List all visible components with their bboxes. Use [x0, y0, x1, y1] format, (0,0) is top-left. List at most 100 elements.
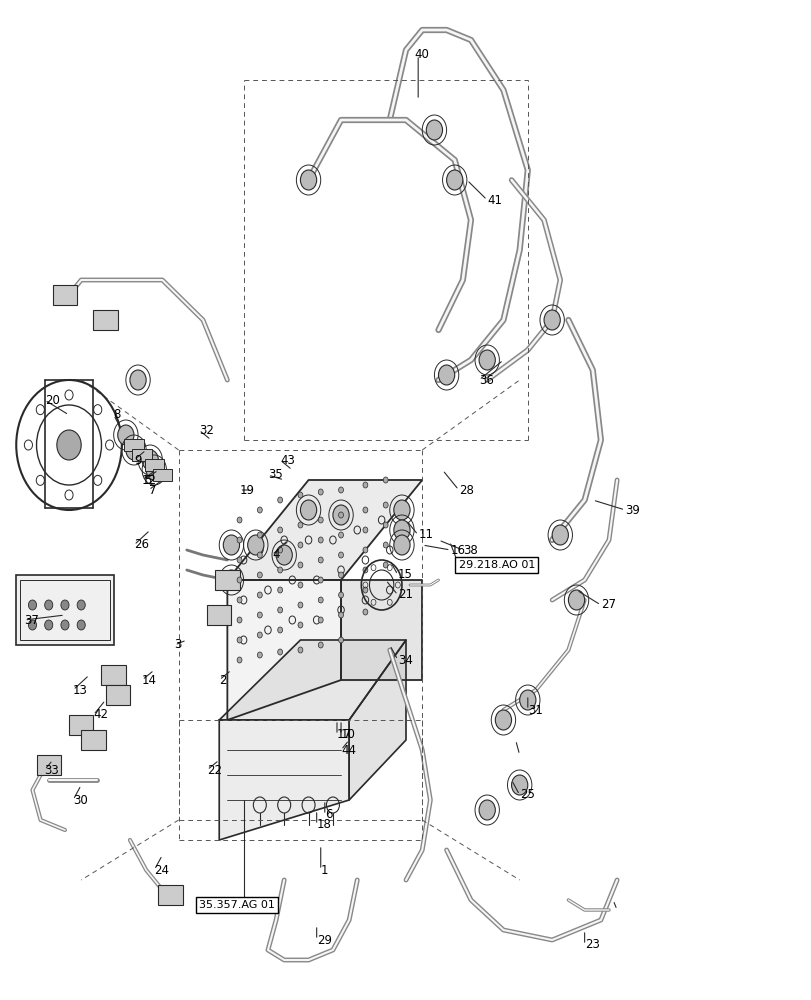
Bar — [36, 755, 61, 775]
Circle shape — [495, 710, 511, 730]
Circle shape — [338, 572, 343, 578]
Circle shape — [318, 557, 323, 563]
Circle shape — [257, 652, 262, 658]
Text: 24: 24 — [154, 863, 169, 876]
Circle shape — [383, 522, 388, 528]
Circle shape — [257, 612, 262, 618]
Circle shape — [318, 517, 323, 523]
Circle shape — [318, 577, 323, 583]
Text: 38: 38 — [462, 544, 477, 556]
Circle shape — [338, 612, 343, 618]
Circle shape — [383, 502, 388, 508]
Text: 29.218.AO 01: 29.218.AO 01 — [458, 560, 534, 570]
Circle shape — [318, 489, 323, 495]
Text: 35: 35 — [268, 468, 282, 482]
Polygon shape — [219, 640, 406, 720]
Text: 34: 34 — [397, 654, 412, 666]
Circle shape — [383, 477, 388, 483]
Circle shape — [298, 522, 303, 528]
Circle shape — [551, 525, 568, 545]
Circle shape — [277, 527, 282, 533]
Circle shape — [277, 587, 282, 593]
Circle shape — [511, 775, 527, 795]
Circle shape — [333, 505, 349, 525]
Circle shape — [237, 517, 242, 523]
Circle shape — [338, 487, 343, 493]
Text: 36: 36 — [478, 373, 493, 386]
Circle shape — [277, 547, 282, 553]
Circle shape — [446, 170, 462, 190]
Circle shape — [28, 600, 36, 610]
Polygon shape — [349, 640, 406, 800]
Bar — [101, 665, 126, 685]
Text: 29: 29 — [316, 934, 331, 946]
Text: 6: 6 — [324, 808, 332, 822]
Bar — [215, 570, 239, 590]
Bar — [132, 449, 152, 461]
Circle shape — [543, 310, 560, 330]
Text: 40: 40 — [414, 48, 428, 62]
Bar — [20, 580, 109, 640]
Text: 23: 23 — [584, 938, 599, 952]
Bar — [158, 885, 182, 905]
Text: 9: 9 — [134, 454, 141, 466]
Text: 1: 1 — [320, 863, 328, 876]
Circle shape — [298, 602, 303, 608]
Circle shape — [338, 552, 343, 558]
Circle shape — [237, 537, 242, 543]
Circle shape — [257, 572, 262, 578]
Text: 5: 5 — [144, 474, 152, 487]
Text: 41: 41 — [487, 194, 501, 207]
Circle shape — [237, 657, 242, 663]
Circle shape — [393, 535, 410, 555]
Text: 15: 15 — [397, 568, 412, 582]
Bar — [207, 605, 231, 625]
Bar — [16, 575, 114, 645]
Circle shape — [57, 430, 81, 460]
Bar — [124, 439, 144, 451]
Circle shape — [363, 527, 367, 533]
Text: 44: 44 — [341, 744, 355, 756]
Text: 32: 32 — [199, 424, 213, 436]
Circle shape — [277, 627, 282, 633]
Circle shape — [45, 600, 53, 610]
Bar — [152, 469, 172, 481]
Circle shape — [142, 450, 158, 470]
Circle shape — [257, 507, 262, 513]
Circle shape — [277, 607, 282, 613]
Circle shape — [318, 597, 323, 603]
Circle shape — [257, 592, 262, 598]
Bar — [105, 685, 130, 705]
Circle shape — [338, 637, 343, 643]
Circle shape — [77, 600, 85, 610]
Circle shape — [363, 547, 367, 553]
Text: 3: 3 — [174, 639, 182, 652]
Circle shape — [223, 535, 239, 555]
Bar — [81, 730, 105, 750]
Circle shape — [478, 350, 495, 370]
Circle shape — [28, 620, 36, 630]
Circle shape — [118, 425, 134, 445]
Circle shape — [426, 120, 442, 140]
Circle shape — [237, 577, 242, 583]
Circle shape — [298, 542, 303, 548]
Text: 21: 21 — [397, 588, 412, 601]
Text: 26: 26 — [134, 538, 148, 552]
Circle shape — [393, 520, 410, 540]
Circle shape — [237, 597, 242, 603]
Text: 30: 30 — [73, 794, 88, 806]
Circle shape — [298, 622, 303, 628]
Text: 25: 25 — [519, 788, 534, 802]
Circle shape — [237, 557, 242, 563]
Polygon shape — [227, 480, 422, 580]
Text: 14: 14 — [142, 674, 157, 686]
Circle shape — [61, 600, 69, 610]
Circle shape — [45, 620, 53, 630]
Circle shape — [130, 370, 146, 390]
Bar — [53, 285, 77, 305]
Circle shape — [383, 562, 388, 568]
Circle shape — [223, 570, 239, 590]
Circle shape — [363, 567, 367, 573]
Circle shape — [126, 440, 142, 460]
Circle shape — [478, 800, 495, 820]
